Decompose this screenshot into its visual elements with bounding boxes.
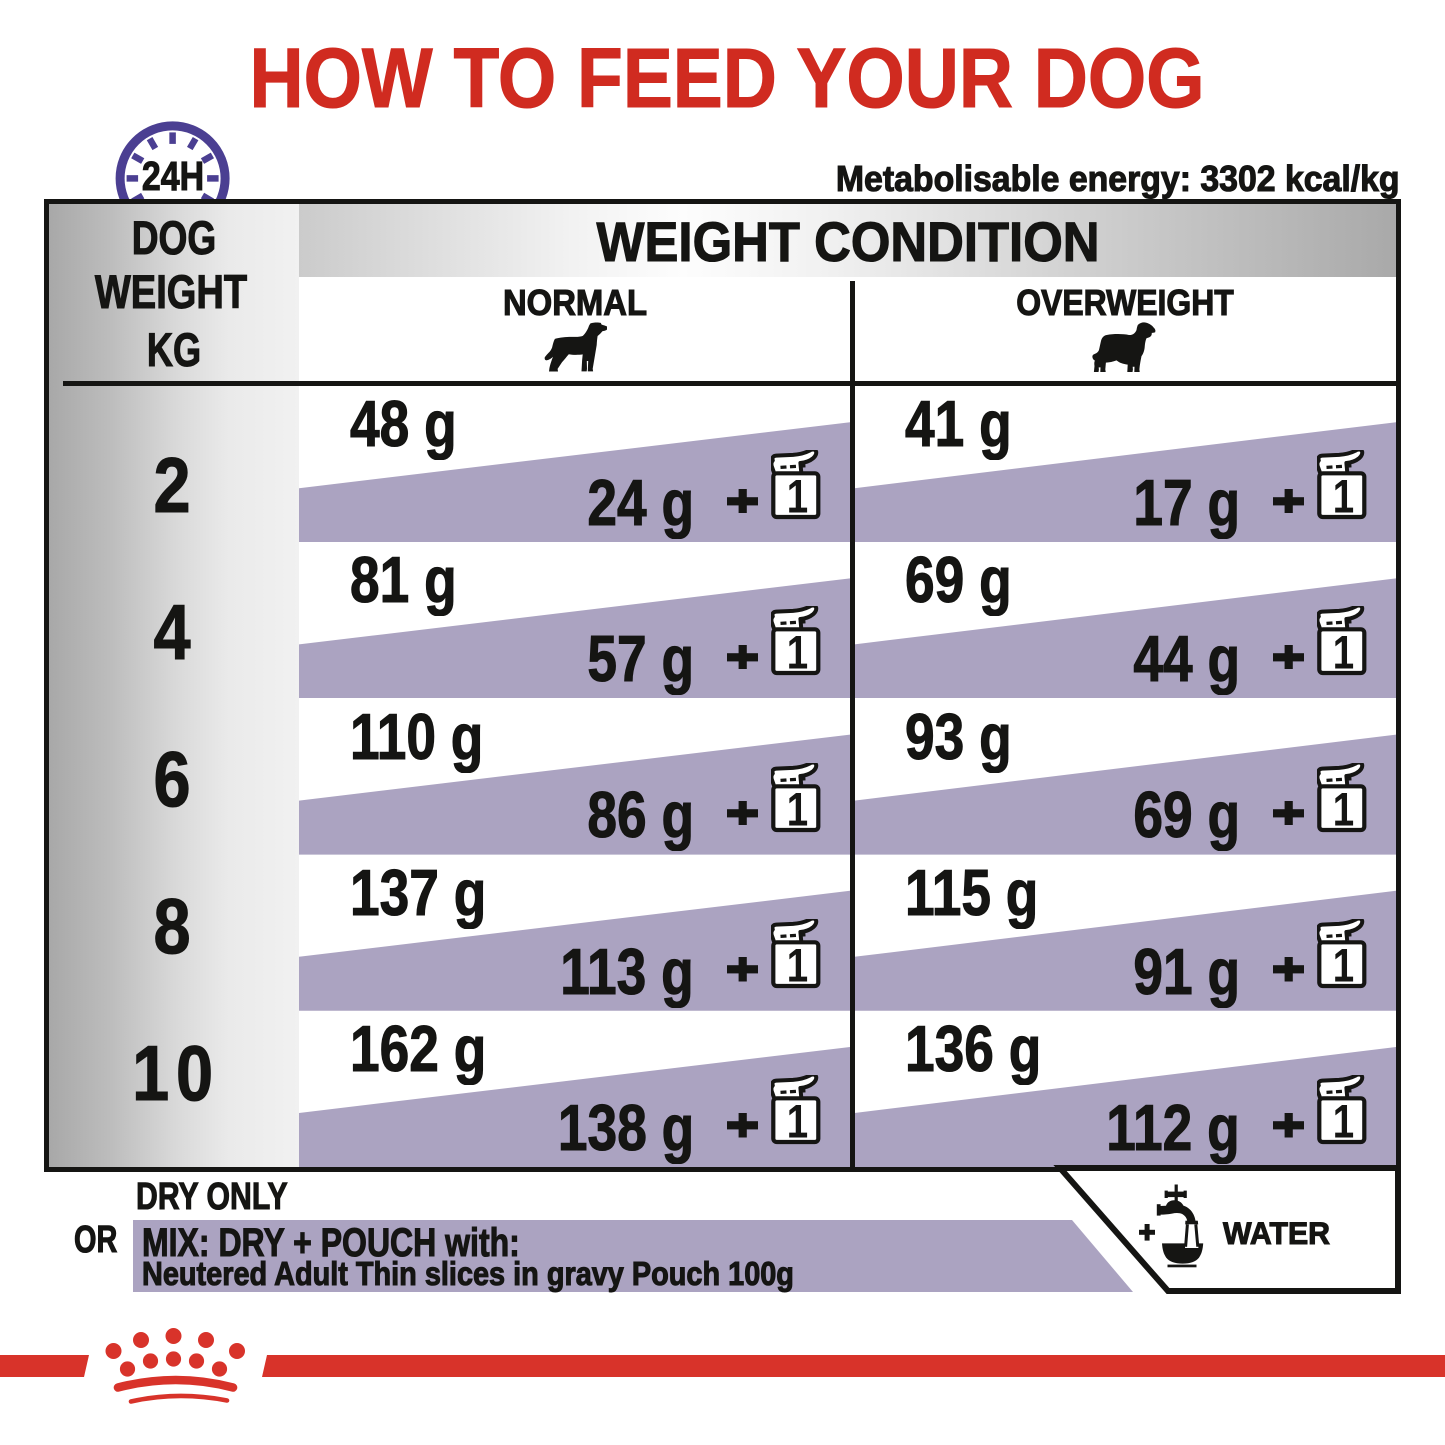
svg-text:1: 1 (787, 471, 808, 521)
svg-text:1: 1 (1333, 627, 1354, 677)
svg-text:1: 1 (787, 784, 808, 834)
svg-text:1: 1 (1333, 784, 1354, 834)
svg-text:1: 1 (787, 1096, 808, 1146)
svg-text:1: 1 (787, 627, 808, 677)
svg-text:1: 1 (787, 940, 808, 990)
svg-text:1: 1 (1333, 940, 1354, 990)
svg-text:1: 1 (1333, 471, 1354, 521)
svg-text:1: 1 (1333, 1096, 1354, 1146)
